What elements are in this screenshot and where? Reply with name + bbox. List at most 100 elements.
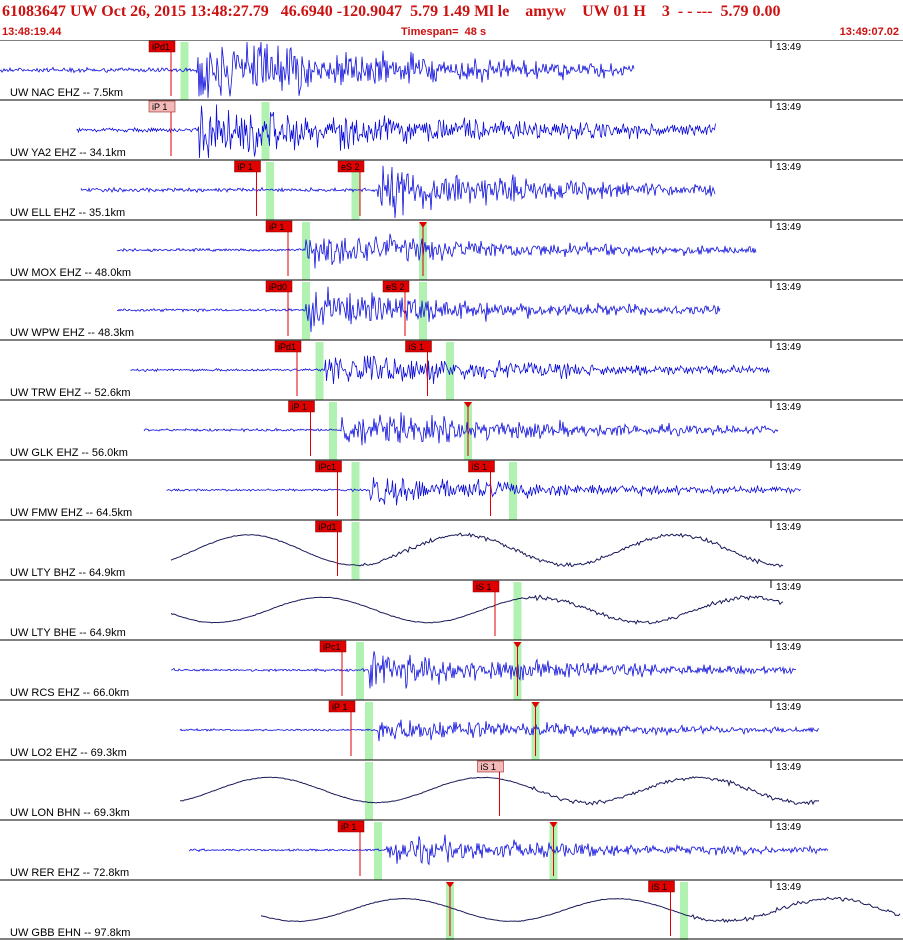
pick-marker-triangle xyxy=(549,822,558,828)
time-tick-label: 13:49 xyxy=(776,702,801,713)
timespan-label: Timespan= 48 s xyxy=(401,26,487,38)
pick-window-band xyxy=(356,642,364,700)
pick-window-band xyxy=(680,882,688,940)
waveform-trace xyxy=(260,896,901,923)
station-label: UW GLK EHZ -- 56.0km xyxy=(10,447,128,459)
pick-label: iP 1 xyxy=(152,102,167,112)
end-time-label: 13:49:07.02 xyxy=(839,26,899,38)
waveform-trace xyxy=(116,286,721,333)
pick-window-band xyxy=(365,762,373,820)
pick-label: iS 1 xyxy=(652,882,668,892)
time-tick-label: 13:49 xyxy=(776,582,801,593)
trace-row: 13:49 iP 1 UW RER EHZ -- 72.8km xyxy=(0,819,903,880)
pick-label: iPd1 xyxy=(152,42,170,52)
pick-window-band xyxy=(351,522,360,580)
waveform-trace xyxy=(170,594,784,625)
pick-window-band xyxy=(315,342,324,400)
waveform-trace xyxy=(130,355,770,385)
time-tick-label: 13:49 xyxy=(776,882,801,893)
pick-label: iPc1 xyxy=(323,642,341,652)
pick-label-box xyxy=(315,460,342,473)
pick-label-box xyxy=(382,280,410,293)
time-tick-label: 13:49 xyxy=(776,822,801,833)
time-tick-label: 13:49 xyxy=(776,762,801,773)
time-tick-label: 13:49 xyxy=(776,102,801,113)
waveform-trace xyxy=(188,834,829,866)
station-label: UW LO2 EHZ -- 69.3km xyxy=(10,747,127,759)
pick-label: iPd1 xyxy=(319,522,337,532)
trace-row: 13:49 iP 1 UW YA2 EHZ -- 34.1km xyxy=(0,99,903,160)
pick-label: iS 1 xyxy=(476,582,492,592)
station-label: UW GBB EHN -- 97.8km xyxy=(10,927,130,939)
start-time-label: 13:48:19.44 xyxy=(2,26,62,38)
waveform-trace xyxy=(0,41,635,99)
time-tick-label: 13:49 xyxy=(776,282,801,293)
pick-label: iP 1 xyxy=(341,822,356,832)
station-label: UW RCS EHZ -- 66.0km xyxy=(10,687,129,699)
station-label: UW NAC EHZ -- 7.5km xyxy=(10,87,123,99)
pick-window-band xyxy=(509,462,517,520)
waveform-trace xyxy=(143,412,779,446)
station-label: UW LON BHN -- 69.3km xyxy=(10,807,130,819)
pick-marker-triangle xyxy=(446,882,454,888)
event-header: 61083647 UW Oct 26, 2015 13:48:27.79 46.… xyxy=(0,0,903,40)
event-summary-title: 61083647 UW Oct 26, 2015 13:48:27.79 46.… xyxy=(2,3,781,20)
pick-label-box xyxy=(319,640,347,653)
seismogram-panel[interactable]: 13:49 iPd1 UW NAC EHZ -- 7.5km 13:49 iP 1 UW … xyxy=(0,40,903,940)
station-label: UW RER EHZ -- 72.8km xyxy=(10,867,129,879)
waveform-trace xyxy=(116,233,757,269)
trace-row: 13:49 iPd1 iS 1 UW TRW EHZ -- 52.6km xyxy=(0,339,903,400)
trace-row: 13:49 iS 1 UW GBB EHN -- 97.8km xyxy=(0,879,903,940)
pick-label: iPd1 xyxy=(278,342,296,352)
pick-window-band xyxy=(261,102,270,160)
trace-row: 13:49 iS 1 UW LON BHN -- 69.3km xyxy=(0,759,903,820)
pick-label-box xyxy=(148,40,176,53)
station-label: UW MOX EHZ -- 48.0km xyxy=(10,267,131,279)
waveform-trace xyxy=(76,104,716,159)
trace-row: 13:49 iP 1 eS 2 UW ELL EHZ -- 35.1km xyxy=(0,159,903,220)
pick-window-band xyxy=(266,162,274,220)
station-label: UW FMW EHZ -- 64.5km xyxy=(10,507,132,519)
pick-label: iP 1 xyxy=(269,222,284,232)
trace-row: 13:49 iPd1 UW LTY BHZ -- 64.9km xyxy=(0,519,903,580)
trace-row: 13:49 iP 1 UW LO2 EHZ -- 69.3km xyxy=(0,699,903,760)
pick-label: iS 1 xyxy=(409,342,425,352)
pick-marker-triangle xyxy=(419,222,427,228)
waveform-trace xyxy=(170,651,797,689)
pick-window-band xyxy=(302,282,310,340)
pick-label-box xyxy=(288,400,315,413)
pick-label-box xyxy=(265,220,293,233)
station-label: UW TRW EHZ -- 52.6km xyxy=(10,387,131,399)
pick-label: iP 1 xyxy=(292,402,307,412)
pick-window-band xyxy=(180,42,189,100)
waveform-trace xyxy=(166,477,801,506)
trace-row: 13:49 iS 1 UW LTY BHE -- 64.9km xyxy=(0,579,903,640)
pick-window-band xyxy=(302,222,310,280)
waveform-trace xyxy=(179,719,820,742)
pick-label: iP 1 xyxy=(332,702,347,712)
pick-window-band xyxy=(329,402,337,460)
station-label: UW LTY BHE -- 64.9km xyxy=(10,627,126,639)
trace-row: 13:49 iPd0 eS 2 UW WPW EHZ -- 48.3km xyxy=(0,279,903,340)
time-tick-label: 13:49 xyxy=(776,162,801,173)
pick-label: iS 1 xyxy=(472,462,488,472)
pick-label-box xyxy=(148,100,176,113)
pick-label-box xyxy=(328,700,356,713)
time-tick-label: 13:49 xyxy=(776,42,801,53)
pick-label-box xyxy=(274,340,302,353)
pick-label-box xyxy=(234,160,261,173)
pick-label: iPd0 xyxy=(269,282,287,292)
pick-marker-triangle xyxy=(464,402,472,408)
pick-label: iPc1 xyxy=(319,462,337,472)
pick-label-box xyxy=(265,280,293,293)
pick-label-box xyxy=(337,160,365,173)
pick-window-band xyxy=(374,822,382,880)
trace-row: 13:49 iP 1 UW GLK EHZ -- 56.0km xyxy=(0,399,903,460)
pick-label-box xyxy=(477,760,504,773)
pick-window-band xyxy=(513,582,522,640)
pick-label-box xyxy=(468,460,495,473)
pick-label-box xyxy=(648,880,675,893)
pick-label: eS 2 xyxy=(341,162,360,172)
waveform-trace xyxy=(170,532,784,568)
time-tick-label: 13:49 xyxy=(776,522,801,533)
